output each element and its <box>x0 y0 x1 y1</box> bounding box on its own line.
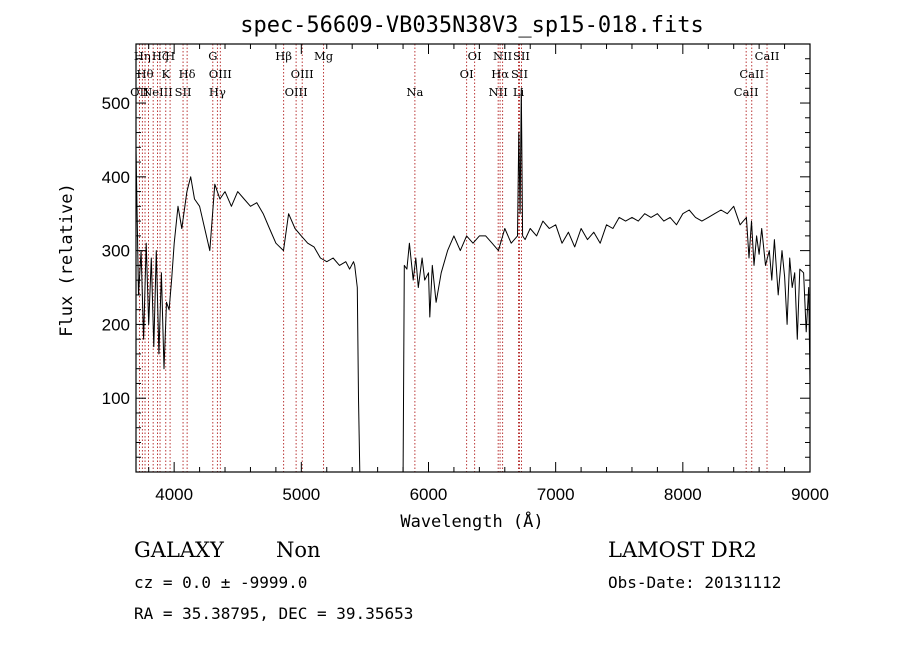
line-marker-label: Hθ <box>137 67 154 81</box>
line-marker-label: OI <box>460 67 474 81</box>
y-axis-label: Flux (relative) <box>57 183 77 337</box>
observation-date: Obs-Date: 20131112 <box>608 573 782 592</box>
y-tick-label: 400 <box>102 168 130 187</box>
x-tick-label: 9000 <box>791 485 829 504</box>
y-tick-label: 200 <box>102 315 130 334</box>
y-tick-label: 300 <box>102 242 130 261</box>
line-marker-label: Hη <box>134 49 151 63</box>
line-marker-label: OIII <box>285 85 308 99</box>
redshift-value: cz = 0.0 ± -9999.0 <box>134 573 308 592</box>
line-marker-label: K <box>161 67 170 81</box>
line-marker-label: Hβ <box>275 49 292 63</box>
line-marker-label: NII <box>489 85 508 99</box>
x-tick-label: 5000 <box>282 485 320 504</box>
x-tick-label: 4000 <box>155 485 193 504</box>
spectrum-series <box>135 87 811 473</box>
line-marker-label: OII <box>130 85 149 99</box>
x-axis-label: Wavelength (Å) <box>400 510 543 532</box>
line-marker-label: Hγ <box>209 85 226 99</box>
coordinates: RA = 35.38795, DEC = 39.35653 <box>134 604 414 623</box>
object-subclass: Non <box>276 538 321 562</box>
x-tick-label: 8000 <box>664 485 702 504</box>
line-marker-label: CaII <box>755 49 780 63</box>
line-marker-label: G <box>208 49 217 63</box>
line-marker-label: Hζ <box>152 49 168 63</box>
object-class: GALAXY <box>134 538 224 562</box>
axis-ticks: 4000 5000 6000 7000 8000 9000 100 200 300 400 500 <box>102 44 829 504</box>
y-tick-label: 500 <box>102 94 130 113</box>
x-tick-label: 6000 <box>410 485 448 504</box>
line-marker-label: CaII <box>734 85 759 99</box>
line-marker-label: Hα <box>491 67 509 81</box>
line-marker-label: Mg <box>314 49 334 63</box>
line-marker-label: Hδ <box>179 67 196 81</box>
line-marker-label: OIII <box>291 67 314 81</box>
line-marker-label: NII <box>493 49 512 63</box>
chart-title: spec-56609-VB035N38V3_sp15-018.fits <box>240 13 704 38</box>
survey-name: LAMOST DR2 <box>608 538 757 562</box>
line-marker-label: Li <box>513 85 525 99</box>
y-tick-label: 100 <box>102 389 130 408</box>
line-marker-label: OI <box>468 49 482 63</box>
line-marker-label: Na <box>406 85 423 99</box>
line-marker-label: SII <box>175 85 192 99</box>
line-marker-label: OIII <box>209 67 232 81</box>
line-marker-label: SII <box>513 49 530 63</box>
line-marker-label: SII <box>511 67 528 81</box>
line-marker-label: NeIII <box>142 85 173 99</box>
x-tick-label: 7000 <box>537 485 575 504</box>
line-marker-label: H <box>165 49 175 63</box>
spectrum-line-0 <box>135 87 811 473</box>
spectral-line-markers: OIIHηHθNeIIIHζKHSIIHδGHγOIIIHβOIIIOIIIMg… <box>130 44 779 472</box>
line-marker-label: CaII <box>739 67 764 81</box>
plot-frame <box>135 43 811 473</box>
